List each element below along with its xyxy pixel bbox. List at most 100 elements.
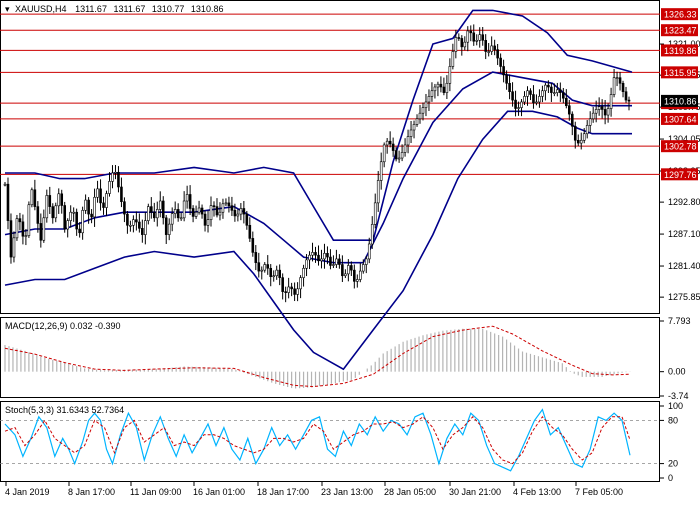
price-tick-label: 1287.10 bbox=[668, 229, 700, 239]
candle-body bbox=[370, 224, 374, 245]
candle-body bbox=[332, 264, 335, 266]
candle-body bbox=[439, 83, 443, 88]
time-tick-label: 23 Jan 13:00 bbox=[321, 487, 373, 497]
level-label-box bbox=[661, 44, 698, 57]
candle-body bbox=[553, 92, 556, 94]
candle-body bbox=[173, 209, 177, 214]
candle-body bbox=[418, 112, 422, 120]
candle-body bbox=[281, 277, 284, 292]
candle-body bbox=[573, 125, 577, 141]
candle-body bbox=[353, 269, 356, 282]
time-tick-label: 16 Jan 01:00 bbox=[193, 487, 245, 497]
candle-body bbox=[567, 105, 571, 115]
candle-body bbox=[90, 213, 93, 218]
candle-body bbox=[57, 193, 61, 207]
candle-body bbox=[242, 208, 246, 215]
candle-body bbox=[379, 161, 383, 181]
candle-body bbox=[257, 262, 261, 272]
macd-tick-label: 0.00 bbox=[668, 367, 686, 377]
stoch-signal-line bbox=[4, 416, 631, 465]
candle-body bbox=[532, 94, 535, 104]
candle-body bbox=[6, 183, 10, 221]
candle-body bbox=[263, 264, 267, 271]
level-label-box bbox=[661, 24, 698, 37]
candle-body bbox=[600, 106, 604, 110]
level-label: 1323.47 bbox=[664, 26, 697, 36]
candle-body bbox=[323, 253, 326, 260]
candle-body bbox=[161, 200, 165, 219]
candle-body bbox=[302, 267, 305, 278]
candle-body bbox=[299, 277, 302, 290]
candle-body bbox=[627, 99, 631, 102]
candle-body bbox=[562, 92, 565, 99]
candle-body bbox=[245, 213, 249, 226]
candle-body bbox=[565, 97, 568, 107]
candle-body bbox=[200, 207, 204, 215]
candle-body bbox=[511, 91, 514, 101]
candle-body bbox=[147, 206, 150, 221]
level-label-box bbox=[661, 66, 698, 79]
candle-body bbox=[433, 86, 437, 92]
candle-body bbox=[60, 193, 64, 206]
candle-body bbox=[254, 252, 258, 263]
candle-body bbox=[135, 219, 138, 223]
price-tick-label: 1321.00 bbox=[668, 39, 700, 49]
candle-body bbox=[403, 144, 407, 153]
candle-body bbox=[344, 273, 347, 277]
candle-body bbox=[541, 90, 544, 97]
candle-body bbox=[373, 202, 377, 225]
candle-body bbox=[364, 258, 368, 265]
candle-body bbox=[406, 136, 410, 146]
candle-body bbox=[388, 140, 392, 145]
symbol-icon: ▾ bbox=[5, 4, 10, 14]
stoch-tick-label: 80 bbox=[668, 415, 678, 425]
candle-body bbox=[493, 45, 496, 50]
ohlc-close: 1310.86 bbox=[191, 4, 224, 14]
candle-body bbox=[612, 77, 616, 95]
candle-body bbox=[585, 125, 589, 135]
candle-body bbox=[621, 82, 625, 92]
candle-body bbox=[272, 275, 276, 278]
candle-body bbox=[27, 204, 31, 236]
candle-body bbox=[167, 223, 171, 235]
candle-body bbox=[424, 101, 428, 108]
candle-body bbox=[496, 49, 499, 59]
candle-body bbox=[230, 205, 234, 211]
candle-body bbox=[490, 45, 493, 52]
candle-body bbox=[320, 258, 323, 262]
level-label-box bbox=[661, 168, 698, 181]
candle-body bbox=[451, 51, 455, 67]
candle-body bbox=[48, 195, 52, 207]
candle-body bbox=[448, 66, 452, 84]
candle-body bbox=[72, 211, 75, 214]
candle-body bbox=[576, 139, 580, 144]
stoch-levels bbox=[0, 419, 660, 465]
candle-body bbox=[529, 90, 532, 95]
stoch-y-axis: 100 80 20 0 bbox=[660, 401, 683, 483]
level-label: 1319.86 bbox=[664, 46, 697, 56]
candle-body bbox=[66, 220, 69, 230]
macd-signal-line bbox=[4, 325, 631, 388]
candle-body bbox=[84, 199, 87, 211]
candle-body bbox=[108, 181, 111, 194]
candle-body bbox=[191, 208, 195, 217]
level-label: 1326.33 bbox=[664, 10, 697, 20]
candle-body bbox=[209, 205, 213, 220]
candle-body bbox=[129, 224, 132, 227]
candle-body bbox=[499, 57, 502, 67]
candle-body bbox=[436, 83, 440, 88]
time-tick-label: 4 Feb 13:00 bbox=[513, 487, 561, 497]
candle-body bbox=[236, 213, 240, 217]
candle-body bbox=[176, 209, 180, 219]
candle-body bbox=[99, 188, 102, 204]
time-tick-label: 18 Jan 17:00 bbox=[257, 487, 309, 497]
candle-body bbox=[260, 269, 264, 272]
candle-body bbox=[326, 253, 329, 258]
candle-body bbox=[81, 210, 84, 234]
candle-body bbox=[508, 82, 511, 92]
candle-body bbox=[179, 217, 183, 220]
candle-body bbox=[481, 34, 485, 41]
candle-body bbox=[463, 41, 467, 48]
candle-body bbox=[547, 84, 550, 88]
candle-body bbox=[469, 30, 473, 34]
